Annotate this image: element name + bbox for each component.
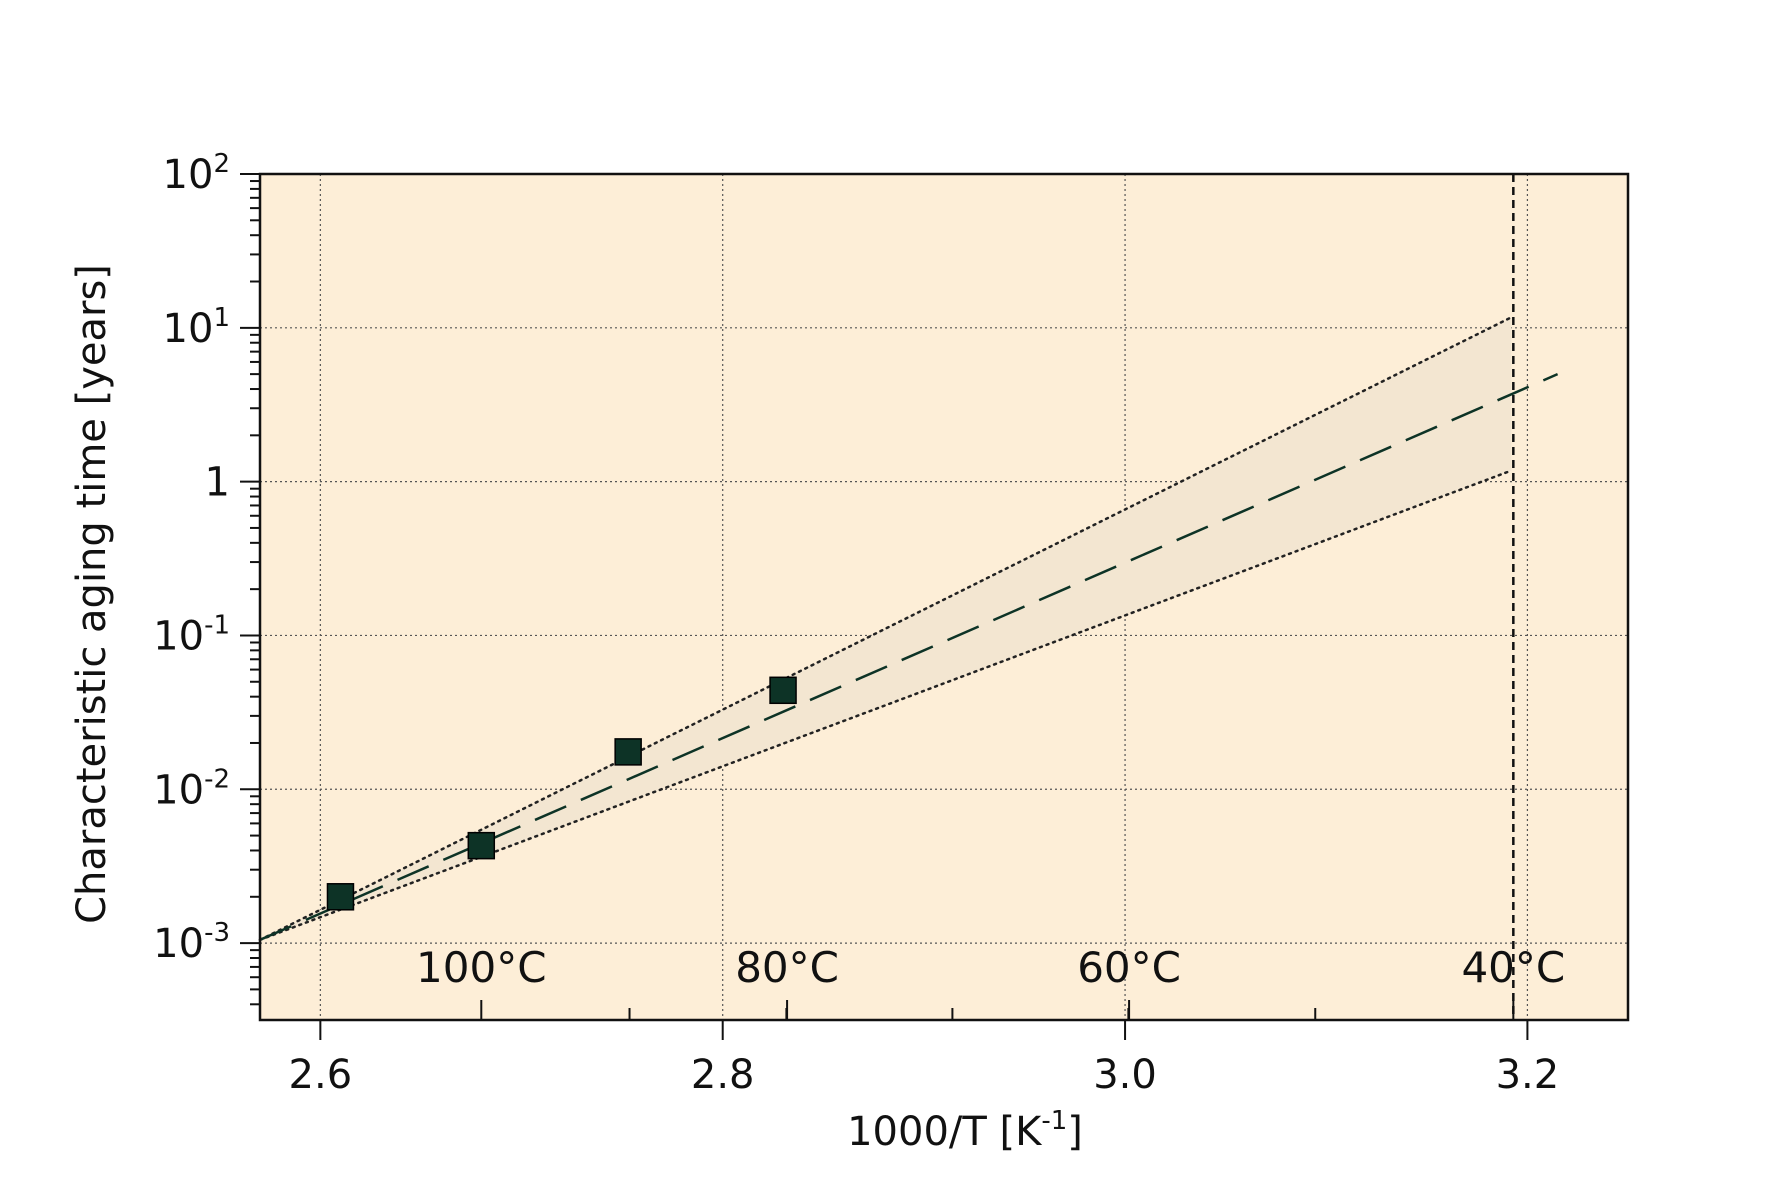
temperature-label: 60°C	[1077, 943, 1181, 992]
temperature-label: 100°C	[416, 943, 547, 992]
plot-frame	[258, 172, 1630, 1022]
y-tick-label: 102	[163, 149, 230, 198]
y-axis-title: Characteristic aging time [years]	[69, 264, 115, 924]
y-tick-label: 10-2	[153, 764, 230, 813]
y-tick-label: 10-1	[153, 610, 230, 659]
temperature-label: 40°C	[1461, 943, 1565, 992]
temperature-labels: 100°C 80°C 60°C 40°C	[416, 943, 1565, 1020]
data-point	[769, 676, 797, 705]
data-point	[614, 738, 642, 766]
temperature-label: 80°C	[735, 943, 839, 992]
y-tick-label: 10-3	[153, 918, 230, 967]
data-point	[467, 831, 496, 860]
data-points	[326, 676, 797, 911]
x-tick-label: 2.8	[691, 1052, 755, 1098]
x-tick-label: 3.0	[1093, 1052, 1157, 1098]
y-axis-ticks: 10-3 10-2 10-1 1 101 102	[153, 149, 260, 1006]
x-tick-label: 3.2	[1496, 1052, 1560, 1098]
x-tick-label: 2.6	[289, 1052, 353, 1098]
y-tick-label: 1	[205, 460, 230, 506]
fit-line	[259, 372, 1559, 941]
plot-background	[260, 174, 1628, 1020]
x-axis-title: 1000/T [K-1]	[847, 1106, 1083, 1155]
data-point	[326, 883, 355, 911]
y-tick-label: 101	[163, 303, 230, 352]
confidence-lower-line	[258, 469, 1513, 942]
x-axis-ticks: 2.6 2.8 3.0 3.2	[289, 1020, 1560, 1098]
